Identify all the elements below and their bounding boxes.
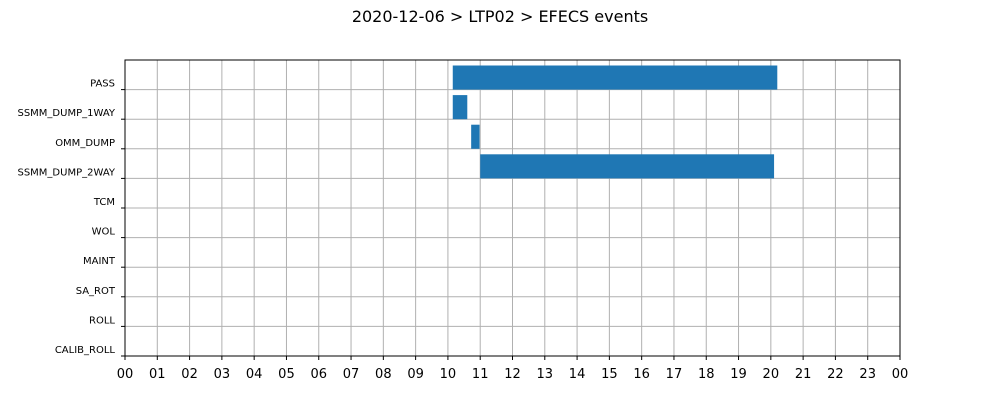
y-tick-label: ROLL [89,315,115,326]
x-tick-label: 00 [117,367,134,382]
x-tick-label: 23 [859,367,876,382]
y-tick-label: WOL [92,227,116,238]
x-tick-label: 09 [407,367,424,382]
event-bar-omm-dump [471,124,480,149]
x-tick-label: 10 [440,367,457,382]
event-bar-ssmm-dump-2way [480,154,775,179]
x-tick-label: 06 [310,367,327,382]
x-tick-label: 02 [181,367,198,382]
y-tick-label: OMM_DUMP [55,138,115,149]
y-tick-label: SA_ROT [76,286,116,297]
y-axis-ticks: PASS SSMM_DUMP_1WAY OMM_DUMP SSMM_DUMP_2WAY… [17,79,125,357]
x-tick-label: 03 [214,367,231,382]
y-tick-label: SSMM_DUMP_2WAY [17,167,115,178]
x-tick-label: 14 [569,367,586,382]
x-tick-label: 00 [892,367,909,382]
x-tick-label: 22 [827,367,844,382]
x-tick-label: 12 [504,367,521,382]
x-tick-label: 08 [375,367,392,382]
x-tick-label: 05 [278,367,295,382]
x-tick-label: 11 [472,367,489,382]
grid-lines [124,60,901,357]
x-tick-label: 01 [149,367,166,382]
x-tick-label: 15 [601,367,618,382]
event-bar-ssmm-dump-1way [452,95,468,120]
y-tick-label: CALIB_ROLL [55,345,116,356]
x-axis-ticks: 00 01 02 03 04 05 06 07 08 09 10 11 12 13 14 15 16 17 18 19… [117,356,909,382]
x-tick-label: 17 [666,367,683,382]
event-bars [452,65,778,179]
y-tick-label: PASS [90,79,115,90]
y-tick-label: MAINT [83,256,116,267]
y-tick-label: TCM [93,197,115,208]
x-tick-label: 19 [730,367,747,382]
event-bar-pass [452,65,778,90]
x-tick-label: 04 [246,367,263,382]
x-tick-label: 18 [698,367,715,382]
x-tick-label: 07 [343,367,360,382]
x-tick-label: 13 [537,367,554,382]
x-tick-label: 16 [633,367,650,382]
y-tick-label: SSMM_DUMP_1WAY [17,108,115,119]
x-tick-label: 21 [795,367,812,382]
chart-title: 2020-12-06 > LTP02 > EFECS events [352,7,648,26]
x-tick-label: 20 [763,367,780,382]
